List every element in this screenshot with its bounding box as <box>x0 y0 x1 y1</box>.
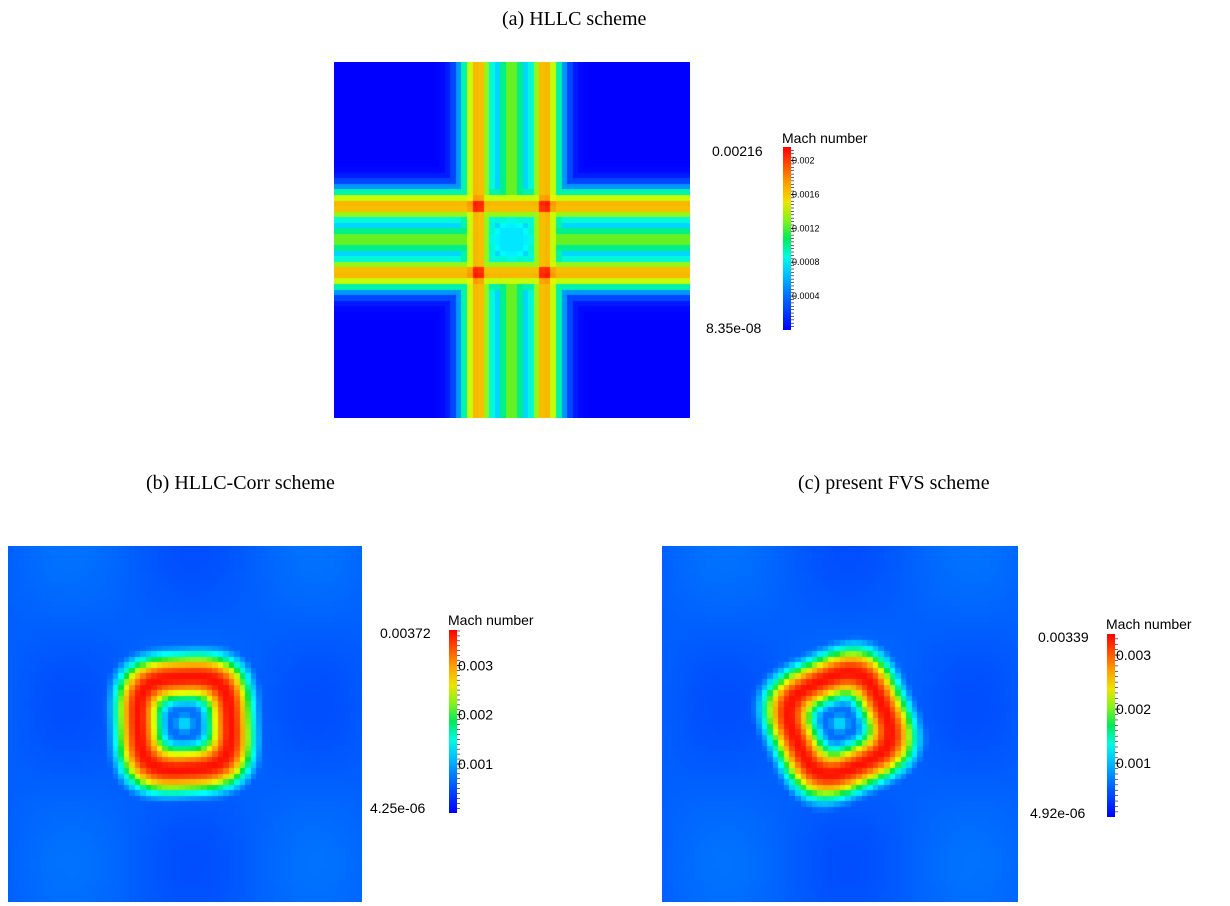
panel-a-caption: (a) HLLC scheme <box>502 8 647 30</box>
colorbar-tick-label: 0.001 <box>458 756 493 772</box>
colorbar-tick-label: 0.0008 <box>792 257 820 267</box>
colorbar-gradient <box>1107 634 1115 817</box>
colorbar-tick-label: 0.0012 <box>792 223 820 233</box>
colorbar-gradient <box>783 147 791 330</box>
panel-b-heatmap <box>8 546 362 902</box>
colorbar-b: 0.003 0.002 0.001 <box>449 630 493 813</box>
colorbar-tick-label: 0.001 <box>1116 755 1151 771</box>
panel-b-caption: (b) HLLC-Corr scheme <box>146 472 335 494</box>
colorbar-a-title: Mach number <box>782 130 868 146</box>
panel-a-heatmap <box>334 62 690 418</box>
colorbar-tick-label: 0.0016 <box>792 189 820 199</box>
colorbar-b-max: 0.00372 <box>380 625 431 641</box>
colorbar-tick-label: 0.002 <box>458 707 493 723</box>
heatmap-canvas-c <box>662 546 1018 902</box>
colorbar-tick-label: 0.002 <box>792 156 815 166</box>
panel-c-heatmap <box>662 546 1018 902</box>
colorbar-gradient <box>449 630 457 813</box>
colorbar-c-max: 0.00339 <box>1038 629 1089 645</box>
colorbar-tick-label: 0.0004 <box>792 291 820 301</box>
colorbar-a: 0.002 0.0016 0.0012 0.0008 0.0004 <box>783 147 820 330</box>
colorbar-a-min: 8.35e-08 <box>706 320 762 336</box>
colorbar-c: 0.003 0.002 0.001 <box>1107 634 1151 817</box>
colorbar-b-title: Mach number <box>448 612 534 628</box>
colorbar-c-min: 4.92e-06 <box>1030 805 1086 821</box>
heatmap-canvas-b <box>8 546 362 902</box>
heatmap-canvas-a <box>334 62 690 418</box>
colorbar-tick-label: 0.003 <box>458 657 493 673</box>
colorbar-tick-label: 0.002 <box>1116 701 1151 717</box>
panel-c-caption: (c) present FVS scheme <box>798 472 990 494</box>
colorbar-b-min: 4.25e-06 <box>370 800 426 816</box>
colorbar-c-title: Mach number <box>1106 616 1192 632</box>
colorbar-a-max: 0.00216 <box>712 143 763 159</box>
colorbar-tick-label: 0.003 <box>1116 647 1151 663</box>
